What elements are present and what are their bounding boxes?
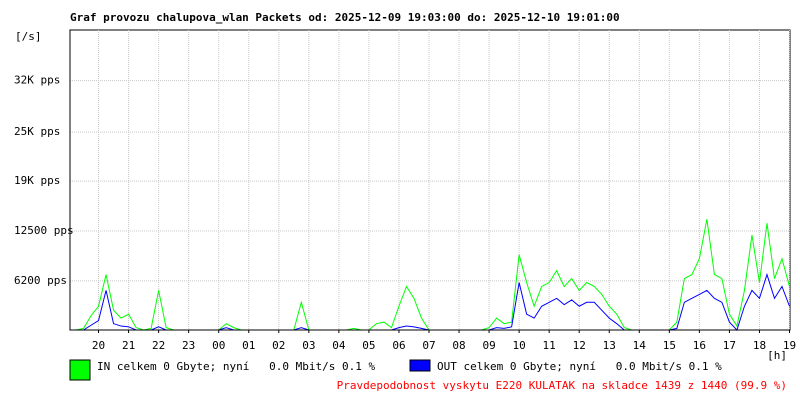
x-tick-label: 21 [122,339,135,352]
x-tick-label: 15 [663,339,676,352]
x-tick-label: 17 [723,339,736,352]
x-tick-label: 07 [422,339,435,352]
x-tick-label: 20 [92,339,105,352]
legend-label: OUT celkem 0 Gbyte; nyní 0.0 Mbit/s 0.1 … [437,360,722,373]
x-tick-label: 09 [482,339,495,352]
x-tick-label: 19 [783,339,796,352]
x-tick-label: 00 [212,339,225,352]
x-tick-label: 16 [693,339,706,352]
x-tick-label: 23 [182,339,195,352]
x-tick-label: 02 [272,339,285,352]
y-axis-label: [/s] [15,30,42,43]
x-tick-label: 05 [362,339,375,352]
x-tick-label: 14 [633,339,647,352]
x-tick-label: 18 [753,339,766,352]
plot-area [69,29,791,331]
chart-title: Graf provozu chalupova_wlan Packets od: … [70,11,620,24]
x-tick-label: 11 [543,339,556,352]
y-tick-label: 25K pps [14,125,60,138]
x-tick-label: 01 [242,339,255,352]
legend-swatch [409,359,431,372]
x-tick-label: 06 [392,339,405,352]
annotation: Pravdepodobnost vyskytu E220 KULATAK na … [337,379,787,392]
legend-label: IN celkem 0 Gbyte; nyní 0.0 Mbit/s 0.1 % [97,360,376,373]
legend-swatch [69,359,91,381]
x-tick-label: 03 [302,339,315,352]
x-tick-label: 08 [452,339,465,352]
x-tick-label: 04 [332,339,346,352]
x-axis-label: [h] [767,349,787,362]
x-tick-label: 13 [603,339,616,352]
x-tick-label: 22 [152,339,165,352]
y-tick-label: 6200 pps [14,274,67,287]
y-tick-label: 32K pps [14,74,60,87]
x-tick-label: 10 [512,339,525,352]
x-tick-label: 12 [573,339,586,352]
y-tick-label: 19K pps [14,174,60,187]
y-tick-label: 12500 pps [14,224,74,237]
